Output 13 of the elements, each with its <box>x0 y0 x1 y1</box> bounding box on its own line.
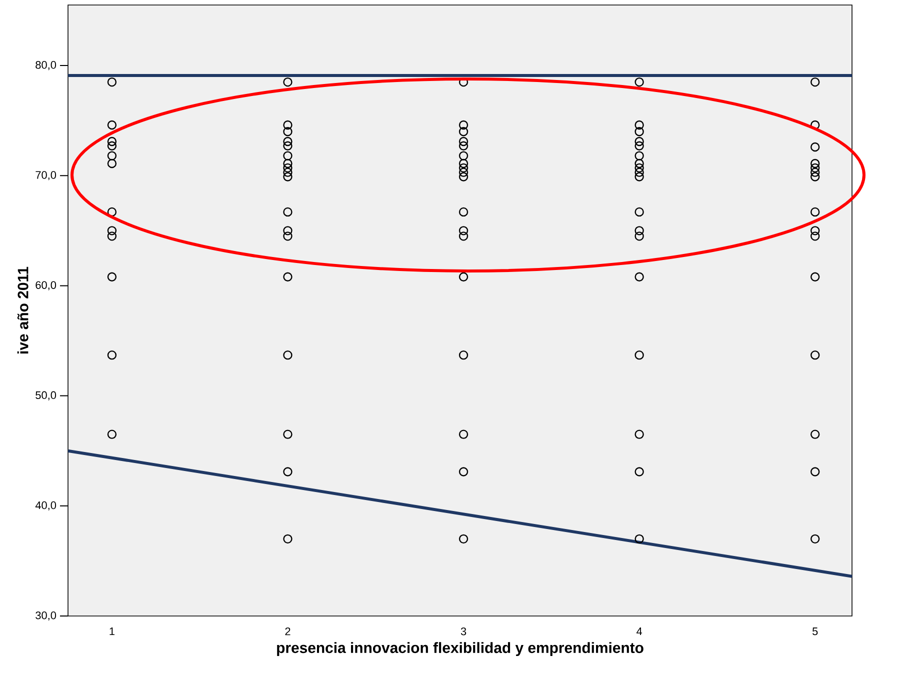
y-tick-label: 40,0 <box>35 501 56 510</box>
y-axis-title: ive año 2011 <box>17 266 28 354</box>
x-tick-label: 2 <box>285 628 290 636</box>
x-tick-label: 5 <box>812 628 818 636</box>
x-tick-label: 4 <box>636 628 642 636</box>
y-tick-label: 60,0 <box>36 281 56 290</box>
y-tick-label: 70,0 <box>36 171 56 180</box>
y-tick-label: 50,0 <box>36 391 56 400</box>
y-tick-label: 30,0 <box>36 611 56 621</box>
x-tick-label: 1 <box>110 628 114 636</box>
x-axis-title: presencia innovacion flexibilidad y emprendimiento <box>277 642 644 656</box>
x-tick-label: 3 <box>460 628 466 636</box>
y-tick-label: 80,0 <box>36 61 56 70</box>
